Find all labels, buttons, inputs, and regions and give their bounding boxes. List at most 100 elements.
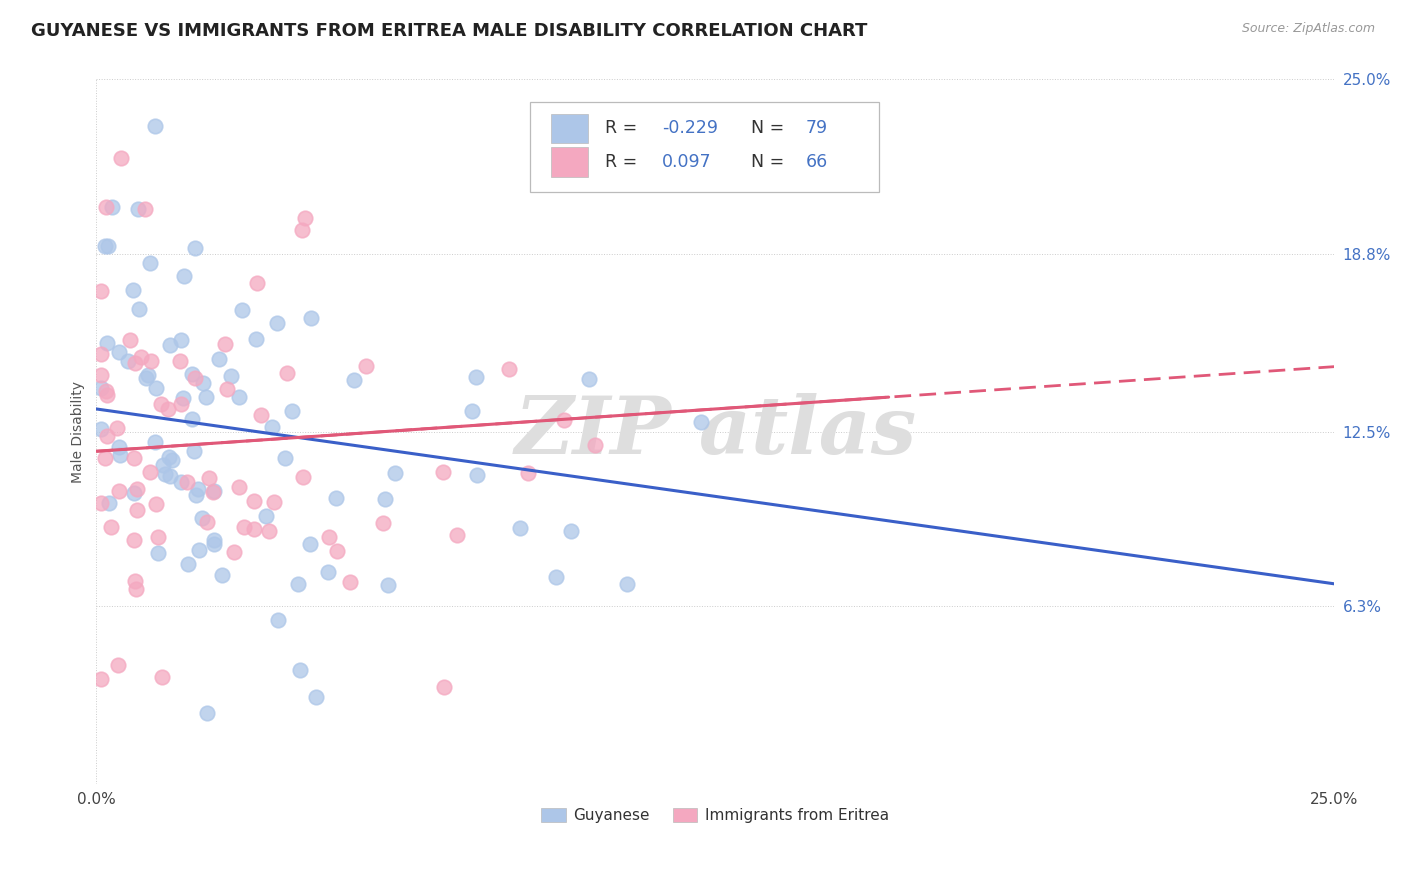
- Point: [214, 337, 236, 351]
- Point: [173, 268, 195, 283]
- Point: [170, 397, 193, 411]
- Point: [299, 537, 322, 551]
- Point: [292, 469, 315, 483]
- Text: 0.097: 0.097: [662, 153, 711, 171]
- Point: [108, 483, 131, 498]
- Point: [326, 544, 349, 558]
- Point: [461, 403, 484, 417]
- Point: [184, 241, 207, 255]
- Point: [150, 397, 173, 411]
- Point: [128, 301, 150, 316]
- Point: [343, 373, 366, 387]
- Point: [190, 510, 212, 524]
- Point: [124, 486, 146, 500]
- Point: [136, 368, 159, 383]
- Point: [135, 371, 157, 385]
- Point: [157, 401, 180, 416]
- Point: [266, 316, 288, 330]
- Point: [233, 519, 256, 533]
- Point: [546, 570, 568, 584]
- Point: [94, 200, 117, 214]
- Point: [97, 496, 120, 510]
- Point: [578, 372, 600, 386]
- Point: [110, 151, 132, 165]
- Point: [107, 440, 129, 454]
- Point: [90, 347, 112, 361]
- Point: [94, 239, 117, 253]
- Point: [377, 577, 399, 591]
- Point: [159, 338, 181, 352]
- Text: R =: R =: [605, 153, 643, 171]
- Point: [184, 371, 207, 385]
- Point: [509, 521, 531, 535]
- Point: [145, 381, 167, 395]
- Point: [195, 706, 218, 721]
- Point: [228, 480, 250, 494]
- Point: [202, 484, 225, 499]
- Text: ZIP atlas: ZIP atlas: [515, 392, 917, 470]
- Point: [616, 577, 638, 591]
- Point: [325, 491, 347, 505]
- Text: R =: R =: [605, 120, 643, 137]
- Point: [90, 368, 112, 383]
- Point: [176, 475, 198, 490]
- Point: [157, 450, 180, 464]
- Y-axis label: Male Disability: Male Disability: [72, 381, 86, 483]
- Point: [354, 359, 377, 373]
- Point: [433, 680, 456, 694]
- Point: [107, 658, 129, 673]
- Point: [159, 469, 181, 483]
- Point: [90, 496, 112, 510]
- Text: GUYANESE VS IMMIGRANTS FROM ERITREA MALE DISABILITY CORRELATION CHART: GUYANESE VS IMMIGRANTS FROM ERITREA MALE…: [31, 22, 868, 40]
- Point: [208, 352, 231, 367]
- Point: [465, 468, 488, 483]
- Point: [90, 381, 112, 395]
- Point: [318, 530, 340, 544]
- Point: [188, 542, 211, 557]
- Point: [198, 471, 221, 485]
- Point: [108, 344, 131, 359]
- Point: [281, 404, 304, 418]
- Point: [170, 333, 193, 347]
- Point: [257, 524, 280, 538]
- Point: [290, 223, 312, 237]
- Point: [267, 613, 290, 627]
- Point: [124, 574, 146, 589]
- Point: [122, 533, 145, 547]
- Point: [139, 354, 162, 368]
- Point: [228, 390, 250, 404]
- Point: [305, 690, 328, 704]
- Point: [117, 354, 139, 368]
- Point: [127, 202, 149, 217]
- Point: [125, 582, 148, 596]
- Point: [152, 458, 174, 473]
- Point: [294, 211, 316, 225]
- Point: [374, 492, 396, 507]
- Point: [250, 409, 273, 423]
- Text: 79: 79: [806, 120, 828, 137]
- Point: [583, 438, 606, 452]
- Point: [517, 466, 540, 480]
- Point: [120, 333, 142, 347]
- Point: [143, 120, 166, 134]
- Point: [224, 545, 246, 559]
- Text: -0.229: -0.229: [662, 120, 718, 137]
- Point: [288, 663, 311, 677]
- Point: [432, 465, 454, 479]
- Point: [263, 495, 285, 509]
- Point: [105, 421, 128, 435]
- Point: [180, 411, 202, 425]
- Point: [215, 382, 238, 396]
- Point: [202, 537, 225, 551]
- Point: [231, 303, 253, 318]
- Point: [124, 356, 146, 370]
- Point: [134, 202, 156, 217]
- Point: [172, 391, 194, 405]
- Point: [177, 557, 200, 571]
- Point: [169, 354, 191, 368]
- Point: [183, 444, 205, 458]
- Point: [339, 574, 361, 589]
- Point: [373, 516, 395, 531]
- Point: [690, 415, 713, 429]
- Point: [446, 527, 468, 541]
